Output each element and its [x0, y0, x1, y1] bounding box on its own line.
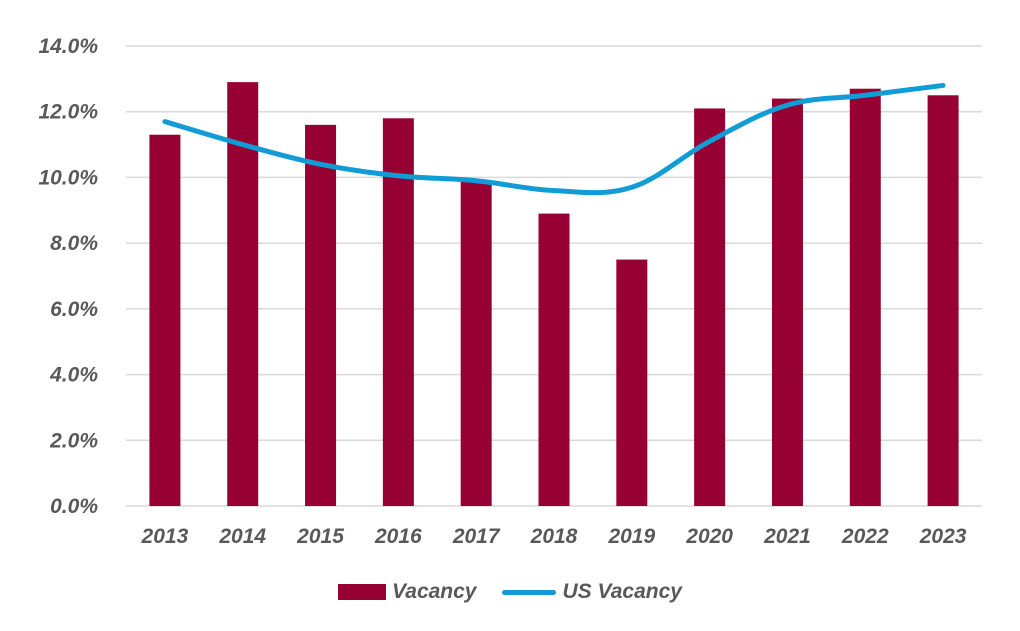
y-axis-ticks: 0.0% 2.0% 4.0% 6.0% 8.0% 10.0% 12.0% 14.0% — [38, 35, 98, 518]
us-vacancy-line-series — [162, 82, 946, 196]
x-tick-label: 2013 — [141, 525, 189, 548]
bar-2021 — [771, 98, 803, 507]
bar-2013 — [149, 134, 181, 506]
y-tick-label: 4.0% — [49, 364, 98, 387]
bar-2018 — [538, 213, 570, 507]
bar-2022 — [849, 88, 881, 506]
x-tick-label: 2022 — [841, 525, 889, 548]
combo-chart: 0.0% 2.0% 4.0% 6.0% 8.0% 10.0% 12.0% 14.0% 2013… — [38, 35, 982, 548]
x-tick-label: 2018 — [530, 525, 578, 548]
y-tick-label: 12.0% — [38, 101, 98, 124]
x-tick-label: 2019 — [607, 525, 655, 548]
legend: Vacancy US Vacancy — [0, 572, 1020, 612]
bar-2019 — [616, 259, 648, 506]
x-tick-label: 2020 — [685, 525, 733, 548]
legend-swatch-us-vacancy — [502, 589, 557, 595]
x-tick-label: 2015 — [296, 525, 344, 548]
y-tick-label: 2.0% — [49, 429, 98, 452]
x-tick-label: 2023 — [919, 525, 967, 548]
x-axis-ticks: 2013 2014 2015 2016 2017 2018 2019 2020 2021 2022… — [141, 525, 967, 548]
bar-2015 — [305, 124, 337, 506]
bar-2016 — [382, 118, 414, 507]
x-tick-label: 2014 — [218, 525, 266, 548]
y-tick-label: 8.0% — [50, 232, 98, 255]
bar-2014 — [227, 82, 259, 507]
bar-2020 — [694, 108, 726, 506]
legend-label-us-vacancy: US Vacancy — [562, 580, 682, 603]
legend-item-us-vacancy: US Vacancy — [502, 580, 682, 604]
bar-2023 — [927, 95, 959, 507]
vacancy-bars — [149, 82, 959, 507]
y-tick-label: 6.0% — [50, 298, 98, 321]
legend-swatch-vacancy — [338, 584, 387, 600]
y-tick-label: 14.0% — [38, 35, 98, 58]
legend-item-vacancy: Vacancy — [338, 580, 476, 604]
legend-label-vacancy: Vacancy — [392, 580, 477, 603]
us-vacancy-line — [162, 82, 946, 196]
x-tick-label: 2017 — [452, 525, 501, 548]
x-tick-label: 2016 — [374, 525, 422, 548]
x-tick-label: 2021 — [763, 525, 811, 548]
y-tick-label: 0.0% — [50, 495, 98, 518]
y-tick-label: 10.0% — [38, 166, 98, 189]
bar-2017 — [460, 180, 492, 506]
